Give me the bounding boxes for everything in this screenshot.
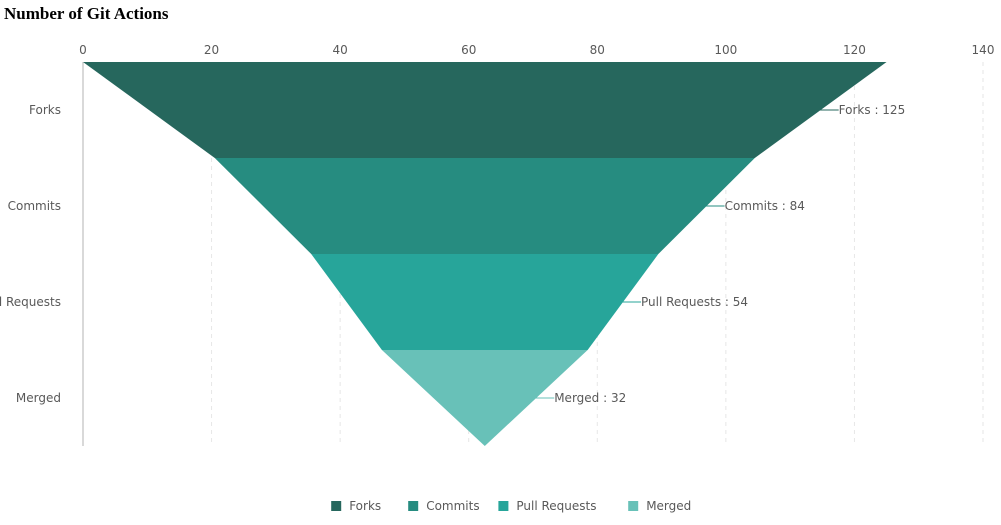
funnel-segment-pull-requests[interactable] xyxy=(311,254,659,350)
segment-layer xyxy=(83,62,887,446)
x-tick-label: 140 xyxy=(972,43,995,57)
legend-item-commits[interactable]: Commits xyxy=(408,499,480,513)
legend-label: Merged xyxy=(646,499,691,513)
legend-swatch xyxy=(331,501,342,511)
x-tick-label: 80 xyxy=(590,43,605,57)
funnel-segment-merged[interactable] xyxy=(381,350,588,446)
x-tick-label: 0 xyxy=(79,43,87,57)
legend-item-pull-requests[interactable]: Pull Requests xyxy=(498,499,597,513)
data-label: Pull Requests : 54 xyxy=(641,295,748,309)
category-label: Commits xyxy=(8,199,61,213)
legend-swatch xyxy=(408,501,419,511)
label-layer: Forks Forks : 125 Commits Commits : 84 Pull … xyxy=(0,103,905,405)
chart-title: Number of Git Actions xyxy=(4,4,169,23)
category-label: Pull Requests xyxy=(0,295,61,309)
x-tick-label: 20 xyxy=(204,43,219,57)
x-tick-label: 120 xyxy=(843,43,866,57)
legend-swatch xyxy=(498,501,509,511)
legend-label: Commits xyxy=(426,499,479,513)
funnel-segment-commits[interactable] xyxy=(214,158,755,254)
legend: Forks Commits Pull Requests Merged xyxy=(331,499,691,513)
legend-label: Pull Requests xyxy=(516,499,596,513)
legend-label: Forks xyxy=(349,499,381,513)
legend-item-forks[interactable]: Forks xyxy=(331,499,381,513)
axis-layer: 0 20 40 60 80 100 120 140 xyxy=(79,43,994,446)
category-label: Merged xyxy=(16,391,61,405)
x-tick-label: 60 xyxy=(461,43,476,57)
funnel-segment-forks[interactable] xyxy=(83,62,887,158)
data-label: Forks : 125 xyxy=(839,103,906,117)
x-tick-label: 100 xyxy=(714,43,737,57)
data-label: Merged : 32 xyxy=(554,391,626,405)
legend-swatch xyxy=(628,501,639,511)
x-tick-label: 40 xyxy=(333,43,348,57)
category-label: Forks xyxy=(29,103,61,117)
legend-item-merged[interactable]: Merged xyxy=(628,499,691,513)
data-label: Commits : 84 xyxy=(725,199,805,213)
